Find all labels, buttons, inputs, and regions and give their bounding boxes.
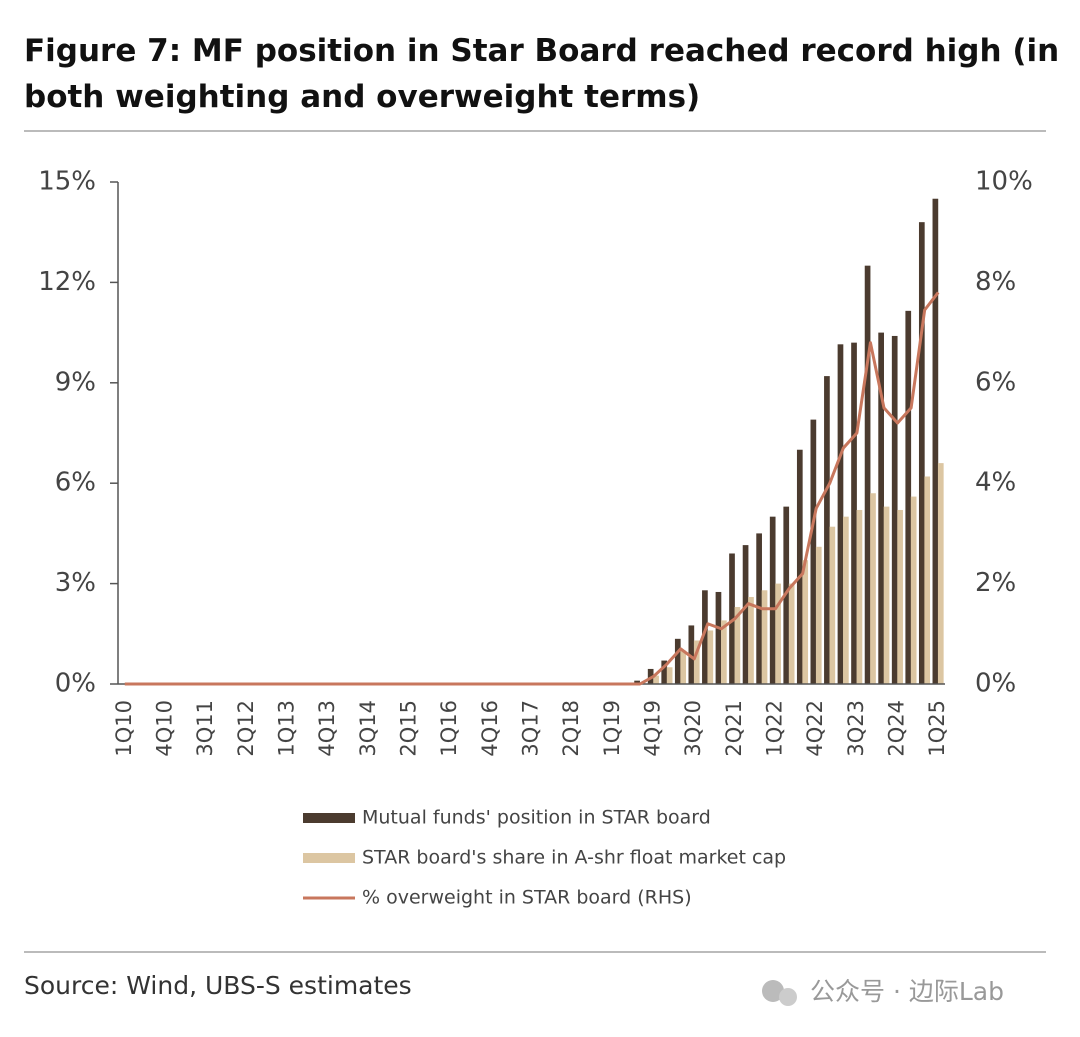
y-tick-label: 12% — [38, 267, 96, 297]
legend-label: % overweight in STAR board (RHS) — [362, 887, 692, 909]
bar — [897, 509, 903, 684]
legend-label: Mutual funds' position in STAR board — [362, 807, 711, 829]
bar — [878, 332, 884, 684]
x-tick-label: 1Q13 — [274, 700, 298, 757]
bar — [924, 476, 931, 684]
line — [124, 291, 940, 686]
y-tick-label: 15% — [38, 167, 96, 197]
bar — [851, 342, 857, 684]
x-tick-label: 1Q10 — [112, 700, 136, 757]
y2-tick-label: 2% — [975, 568, 1016, 598]
x-tick-label: 4Q22 — [803, 700, 827, 757]
bar — [715, 591, 722, 684]
bar — [843, 516, 849, 684]
x-tick-label: 4Q16 — [478, 700, 502, 757]
watermark-icon — [779, 988, 797, 1006]
bar — [666, 667, 673, 684]
bar — [674, 638, 681, 684]
y-tick-label: 9% — [55, 367, 96, 397]
x-tick-label: 1Q16 — [437, 700, 461, 757]
bar — [815, 546, 822, 684]
bar — [864, 265, 871, 684]
bar — [680, 650, 687, 684]
legend-label: STAR board's share in A-shr float market… — [362, 847, 786, 869]
y2-tick-label: 4% — [975, 468, 1016, 498]
bar — [891, 335, 898, 684]
bar — [829, 526, 836, 684]
bar — [910, 496, 917, 684]
bar — [788, 583, 795, 684]
bar — [824, 376, 830, 684]
bar — [634, 680, 640, 684]
bar — [653, 675, 659, 684]
bar — [802, 560, 809, 684]
y2-tick-label: 0% — [975, 669, 1016, 699]
bar — [937, 463, 944, 684]
bar — [810, 419, 817, 684]
bar — [761, 590, 768, 684]
x-tick-label: 2Q21 — [722, 700, 746, 757]
y2-tick-label: 10% — [975, 167, 1033, 197]
bar — [707, 630, 714, 684]
bar — [796, 449, 803, 684]
x-tick-label: 2Q12 — [234, 700, 258, 757]
bar — [775, 583, 781, 684]
bar — [769, 516, 776, 684]
bar — [870, 493, 876, 684]
bar — [742, 545, 749, 684]
bar — [856, 509, 863, 684]
x-tick-label: 2Q18 — [559, 700, 583, 757]
legend-swatch — [303, 813, 355, 823]
x-tick-label: 3Q20 — [681, 700, 705, 757]
x-tick-label: 3Q14 — [356, 700, 380, 757]
x-tick-label: 3Q17 — [519, 700, 543, 757]
y2-tick-label: 8% — [975, 267, 1016, 297]
bar — [905, 310, 912, 684]
bar — [734, 607, 741, 684]
x-tick-label: 1Q22 — [763, 700, 787, 757]
x-tick-label: 4Q10 — [152, 700, 176, 757]
y2-tick-label: 6% — [975, 367, 1016, 397]
bar — [729, 553, 735, 684]
source: Source: Wind, UBS-S estimates — [24, 971, 412, 1000]
bar — [688, 625, 695, 684]
bar — [918, 222, 925, 684]
bar — [932, 198, 939, 684]
x-tick-label: 4Q13 — [315, 700, 339, 757]
x-tick-label: 1Q19 — [600, 700, 624, 757]
bar — [721, 620, 727, 684]
bar — [837, 344, 844, 684]
x-tick-label: 4Q19 — [641, 700, 665, 757]
chart-title: Figure 7: MF position in Star Board reac… — [24, 33, 1059, 115]
bar — [661, 660, 668, 684]
x-tick-label: 3Q11 — [193, 700, 217, 757]
y-tick-label: 0% — [55, 669, 96, 699]
legend-swatch — [303, 853, 355, 863]
y-tick-label: 6% — [55, 468, 96, 498]
x-tick-label: 2Q24 — [885, 700, 909, 757]
x-tick-label: 3Q23 — [844, 700, 868, 757]
y-tick-label: 3% — [55, 568, 96, 598]
watermark-icon — [762, 980, 784, 1002]
watermark: 公众号 · 边际Lab — [810, 977, 1004, 1006]
bar — [702, 590, 708, 684]
x-tick-label: 1Q25 — [925, 700, 949, 757]
bar — [748, 596, 754, 684]
bar — [693, 640, 700, 684]
bar — [883, 506, 890, 684]
x-tick-label: 2Q15 — [396, 700, 420, 757]
